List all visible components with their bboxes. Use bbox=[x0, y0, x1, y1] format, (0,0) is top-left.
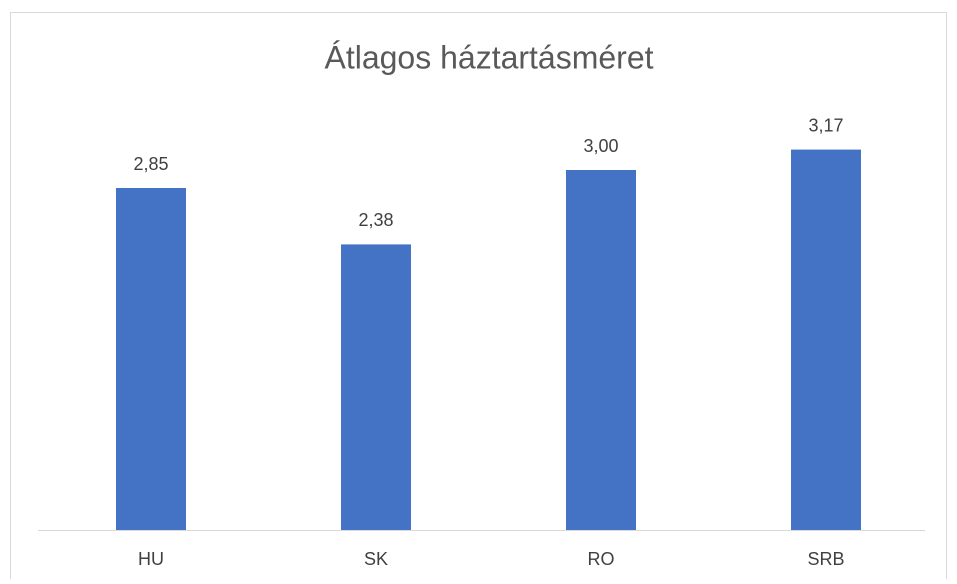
data-label: 3,00 bbox=[583, 136, 618, 156]
x-tick-label: RO bbox=[588, 549, 615, 569]
x-tick-label: SK bbox=[364, 549, 388, 569]
chart-title: Átlagos háztartásméret bbox=[324, 39, 653, 75]
data-label: 3,17 bbox=[808, 115, 843, 135]
bar bbox=[341, 244, 411, 530]
data-label: 2,85 bbox=[133, 154, 168, 174]
x-tick-label: SRB bbox=[807, 549, 844, 569]
bar bbox=[116, 188, 186, 530]
bar bbox=[791, 149, 861, 530]
x-tick-label: HU bbox=[138, 549, 164, 569]
bar bbox=[566, 170, 636, 530]
data-label: 2,38 bbox=[358, 210, 393, 230]
